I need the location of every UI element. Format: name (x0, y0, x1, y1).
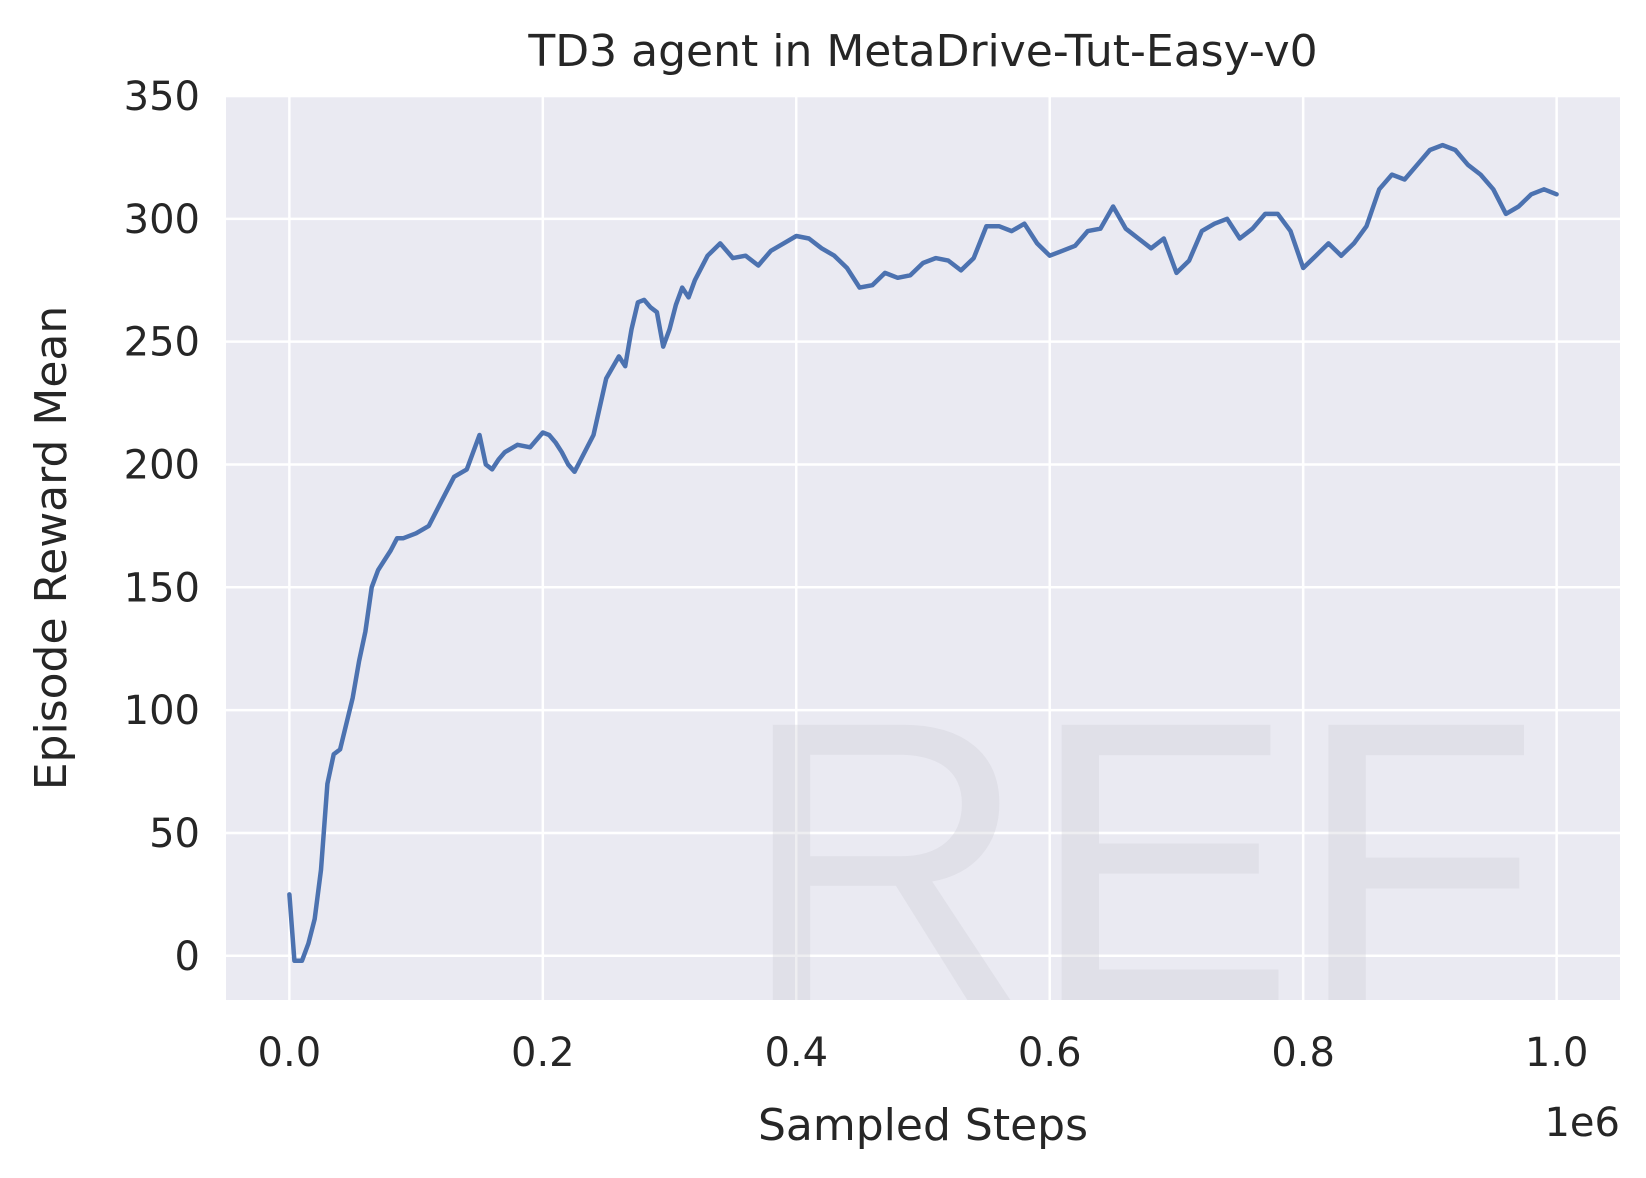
x-tick-label: 0.0 (258, 1030, 322, 1076)
x-tick-label: 0.6 (1018, 1030, 1082, 1076)
y-tick-label: 50 (149, 811, 200, 857)
x-axis-ticks: 0.0 0.2 0.4 0.6 0.8 1.0 (258, 1030, 1589, 1076)
x-tick-label: 0.2 (511, 1030, 575, 1076)
y-tick-label: 150 (124, 565, 200, 611)
y-tick-label: 100 (124, 688, 200, 734)
grid-lines (226, 94, 1620, 1000)
y-tick-label: 200 (124, 442, 200, 488)
y-tick-label: 250 (124, 320, 200, 366)
y-tick-label: 0 (175, 934, 200, 980)
y-tick-label: 300 (124, 197, 200, 243)
x-tick-label: 0.8 (1271, 1030, 1335, 1076)
y-tick-label: 350 (124, 74, 200, 120)
series-line-0 (287, 142, 1559, 963)
chart-title: TD3 agent in MetaDrive-Tut-Easy-v0 (527, 26, 1317, 77)
watermark-text: REF (740, 638, 1540, 1085)
y-axis-ticks: 0 50 100 150 200 250 300 350 (124, 74, 200, 980)
x-tick-label: 1.0 (1525, 1030, 1589, 1076)
series-layer (287, 142, 1559, 963)
x-axis-offset-label: 1e6 (1544, 1100, 1620, 1146)
x-axis-label: Sampled Steps (758, 1100, 1088, 1151)
x-tick-label: 0.4 (764, 1030, 828, 1076)
y-axis-label: Episode Reward Mean (26, 306, 77, 791)
plot-area (226, 96, 1620, 1000)
